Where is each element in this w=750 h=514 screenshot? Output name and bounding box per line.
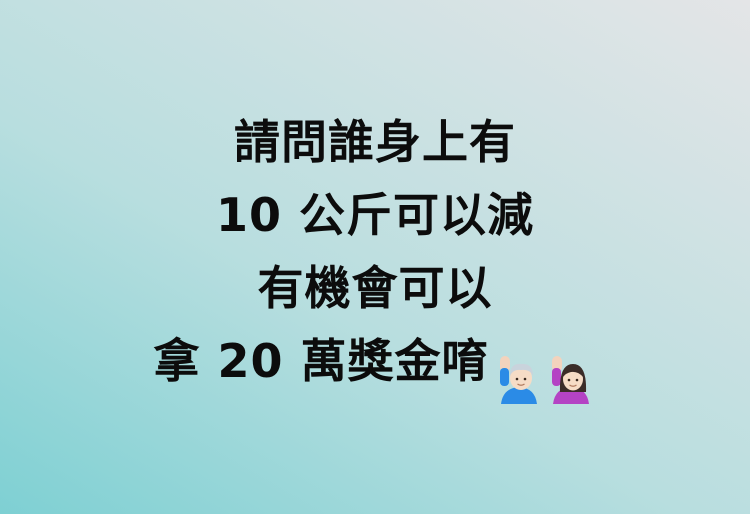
man-raising-hand-icon <box>493 352 545 404</box>
text-line-4-wrap: 拿 20 萬獎金唷 <box>0 325 750 404</box>
woman-raising-hand-icon <box>545 352 597 404</box>
text-line-3: 有機會可以 <box>257 261 493 315</box>
text-line-4: 拿 20 萬獎金唷 <box>153 334 489 388</box>
text-line-2: 10 公斤可以減 <box>215 188 535 242</box>
post-text: 請問誰身上有 10 公斤可以減 有機會可以 拿 20 萬獎金唷 <box>0 106 750 404</box>
text-line-1: 請問誰身上有 <box>234 115 516 169</box>
emoji-group <box>493 331 597 404</box>
